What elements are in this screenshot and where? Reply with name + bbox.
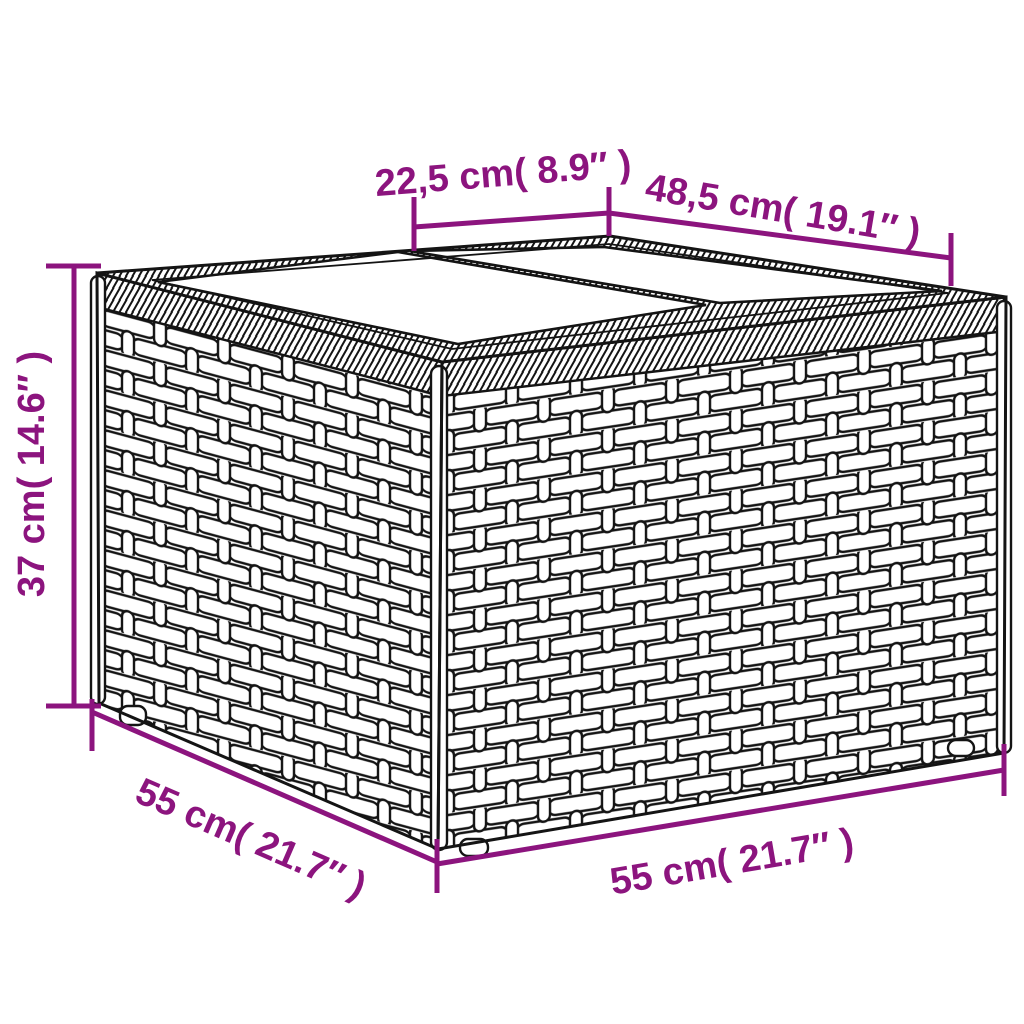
- dimension-line-top-left: [411, 187, 612, 251]
- dimension-label-height: 37 cm( 14.6″ ): [11, 351, 53, 597]
- dimension-line-width: [436, 744, 1007, 867]
- glass-pane-right: [409, 245, 943, 305]
- dimension-line-depth: [89, 699, 440, 893]
- table-foot-right: [946, 738, 976, 758]
- dimension-lines: [46, 187, 1007, 893]
- table-left-face: [97, 307, 442, 849]
- glass-pane-left: [157, 250, 707, 346]
- table-illustration: [89, 234, 1013, 858]
- dimension-line-top-right: [608, 210, 954, 286]
- dimension-label-width: 55 cm( 21.7″ ): [607, 821, 857, 904]
- table-front-face: [438, 331, 1006, 849]
- dimension-label-top-left-width: 22,5 cm( 8.9″ ): [373, 143, 632, 205]
- rim-inner-edge: [151, 243, 949, 350]
- dimension-label-top-right-width: 48,5 cm( 19.1″ ): [642, 167, 923, 254]
